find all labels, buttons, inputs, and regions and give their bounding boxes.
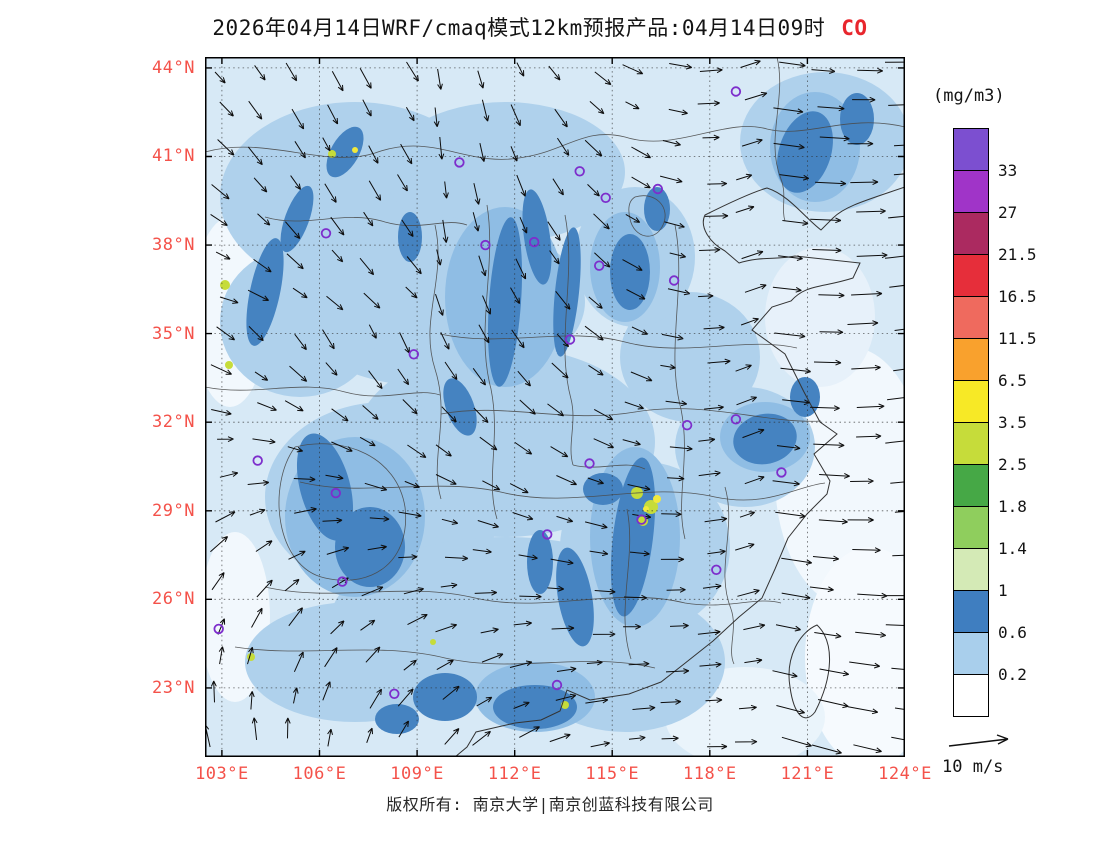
forecast-map	[192, 56, 935, 767]
city-marker	[337, 576, 348, 587]
lon-tick-label: 121°E	[780, 764, 835, 784]
colorbar-segment	[953, 632, 989, 675]
city-marker	[454, 157, 465, 168]
city-marker	[636, 514, 647, 525]
city-markers	[213, 86, 787, 700]
city-marker	[730, 86, 742, 97]
lon-tick-label: 106°E	[292, 764, 347, 784]
colorbar-label: 1.8	[998, 497, 1027, 516]
coastline	[454, 186, 906, 758]
colorbar-units: (mg/m3)	[933, 86, 1005, 106]
lon-tick-label: 103°E	[195, 764, 249, 784]
colorbar-segment	[953, 506, 989, 549]
lon-tick-label: 118°E	[682, 764, 737, 784]
colorbar-segment	[953, 338, 989, 381]
colorbar-segment	[953, 674, 989, 717]
lat-tick-label: 44°N	[152, 57, 195, 78]
lat-tick-label: 29°N	[152, 500, 195, 521]
map-panel	[192, 56, 935, 767]
colorbar-segment	[953, 212, 989, 255]
city-marker	[574, 166, 585, 177]
colorbar-label: 6.5	[998, 371, 1027, 390]
city-marker	[600, 192, 611, 204]
city-marker	[529, 236, 540, 248]
city-marker	[594, 260, 605, 271]
city-marker	[330, 487, 342, 499]
city-marker	[551, 679, 563, 691]
city-marker	[652, 183, 664, 195]
city-marker	[320, 228, 332, 239]
city-marker	[668, 275, 680, 286]
colorbar-label: 21.5	[998, 245, 1037, 264]
title-species: CO	[841, 16, 868, 40]
page-title: 2026年04月14日WRF/cmaq模式12km预报产品:04月14日09时 C…	[0, 12, 1080, 42]
city-marker	[389, 688, 400, 700]
city-marker	[711, 564, 722, 576]
city-marker	[252, 455, 263, 466]
lat-tick-label: 41°N	[152, 146, 195, 167]
colorbar-label: 0.2	[998, 665, 1027, 684]
city-marker	[213, 623, 224, 635]
colorbar-segment	[953, 380, 989, 423]
colorbar-label: 16.5	[998, 287, 1037, 306]
city-marker	[480, 239, 491, 251]
colorbar-segment	[953, 422, 989, 465]
lon-tick-label: 112°E	[487, 764, 542, 784]
lon-tick-label: 109°E	[390, 764, 444, 784]
map-frame	[205, 57, 905, 757]
city-marker	[542, 529, 553, 540]
city-marker	[681, 420, 693, 431]
colorbar-segment	[953, 464, 989, 507]
colorbar-segment	[953, 254, 989, 297]
lon-tick-label: 115°E	[585, 764, 640, 784]
wind-vectors	[203, 59, 927, 755]
city-marker	[776, 467, 787, 478]
city-marker	[408, 349, 420, 360]
lat-tick-label: 26°N	[152, 589, 195, 610]
city-marker	[730, 414, 742, 425]
colorbar-label: 1.4	[998, 539, 1027, 558]
colorbar-segment	[953, 590, 989, 633]
colorbar-label: 1	[998, 581, 1008, 600]
lat-tick-label: 38°N	[152, 235, 195, 256]
colorbar-label: 27	[998, 203, 1018, 222]
colorbar-label: 11.5	[998, 329, 1037, 348]
wind-scale-label: 10 m/s	[942, 757, 1004, 777]
city-marker	[584, 458, 595, 469]
lon-tick-label: 124°E	[878, 764, 932, 784]
lat-tick-label: 32°N	[152, 412, 195, 433]
wind-scale-arrow	[948, 734, 1009, 747]
colorbar-label: 3.5	[998, 413, 1027, 432]
lat-tick-label: 23°N	[152, 677, 195, 698]
colorbar-segment	[953, 170, 989, 213]
title-text: 2026年04月14日WRF/cmaq模式12km预报产品:04月14日09时	[212, 16, 826, 40]
copyright-text: 版权所有: 南京大学|南京创蓝科技有限公司	[386, 795, 714, 814]
concentration-fills	[192, 57, 935, 767]
lat-tick-label: 35°N	[152, 323, 195, 344]
colorbar-segment	[953, 128, 989, 171]
colorbar-label: 2.5	[998, 455, 1027, 474]
colorbar-label: 0.6	[998, 623, 1027, 642]
colorbar-segment	[953, 548, 989, 591]
colorbar-label: 33	[998, 161, 1018, 180]
axis-ticks	[205, 57, 906, 757]
colorbar-segment	[953, 296, 989, 339]
city-marker	[564, 334, 576, 345]
